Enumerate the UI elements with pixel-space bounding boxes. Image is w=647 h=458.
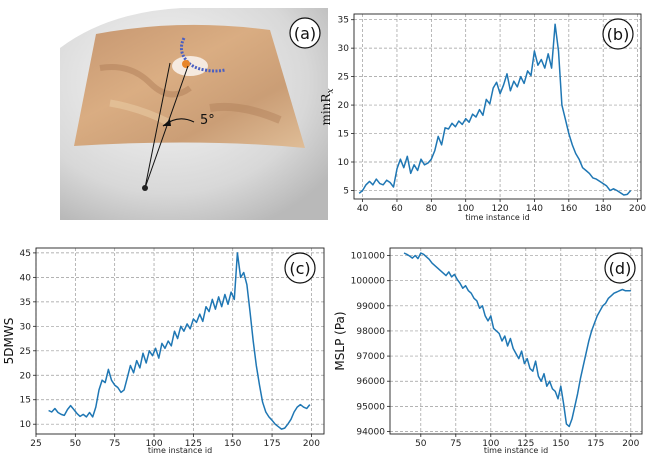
- chart-d-xtick-label: 100: [482, 439, 499, 449]
- chart-c-xtick-label: 150: [224, 439, 241, 449]
- chart-b-xtick-label: 120: [491, 204, 508, 214]
- chart-d-ytick-label: 97000: [356, 352, 385, 362]
- chart-c-ytick-label: 30: [20, 322, 32, 332]
- chart-c-frame: [35, 247, 325, 435]
- chart-b-ytick-label: 35: [338, 16, 349, 26]
- chart-d-xtick-label: 125: [517, 439, 534, 449]
- chart-b-ytick-label: 5: [343, 186, 349, 196]
- chart-b-ytick-label: 30: [338, 44, 350, 54]
- chart-d-xtick-label: 175: [587, 439, 604, 449]
- chart-b-ytick-label: 25: [338, 73, 349, 83]
- chart-d-ylabel: MSLP (Pa): [333, 311, 347, 370]
- chart-b-xtick-label: 60: [391, 204, 403, 214]
- chart-d-ytick-label: 95000: [356, 402, 385, 412]
- chart-b: 40 60 80 100 120 140 160 180 200 5 10 15 20 25 30 35 ti…: [319, 13, 646, 222]
- chart-b-xtick-label: 40: [357, 204, 369, 214]
- chart-c-ytick-label: 40: [20, 273, 32, 283]
- chart-c-ytick-label: 35: [20, 298, 31, 308]
- panel-c-tag: (c): [289, 259, 310, 278]
- chart-b-xtick-label: 80: [426, 204, 438, 214]
- chart-d-ytick-label: 98000: [356, 327, 385, 337]
- chart-c-xlabel: time instance id: [148, 446, 212, 454]
- panel-d-tag: (d): [609, 259, 632, 278]
- chart-d: 50 75 100 125 150 175 200 94000 95000 96000 97000 9…: [333, 247, 643, 455]
- chart-b-ytick-label: 10: [338, 158, 350, 168]
- chart-b-ytick-label: 20: [338, 101, 350, 111]
- chart-b-xtick-label: 140: [526, 204, 543, 214]
- panel-a: 5° (a): [60, 7, 328, 220]
- chart-c-xtick-label: 125: [185, 439, 202, 449]
- chart-c-xtick-label: 200: [303, 439, 320, 449]
- cyclone-cloud: [172, 56, 208, 76]
- chart-d-ytick-label: 100000: [351, 277, 386, 287]
- panel-c: 25 50 75 100 125 150 175 200 10 15 20 25 30 35 40 45 ti…: [0, 234, 330, 455]
- chart-c-xtick-label: 175: [263, 439, 280, 449]
- chart-b-xtick-label: 160: [560, 204, 577, 214]
- chart-b-series-line: [358, 23, 632, 196]
- chart-b-xtick-label: 180: [595, 204, 612, 214]
- chart-d-xlabel: time instance id: [484, 446, 548, 454]
- chart-b-ylabel: minRx: [319, 88, 336, 125]
- globe-illustration: 5° (a): [60, 7, 328, 220]
- chart-d-series-line: [403, 252, 631, 428]
- chart-d-xtick-label: 50: [415, 439, 427, 449]
- panel-c-badge: [284, 252, 316, 284]
- chart-c-xtick-label: 50: [70, 439, 82, 449]
- chart-d-frame: [389, 247, 643, 435]
- chart-d-ytick-label: 99000: [356, 302, 385, 312]
- angle-label: 5°: [200, 113, 215, 128]
- chart-d-ytick-label: 94000: [356, 427, 385, 437]
- panel-a-tag: (a): [294, 24, 316, 43]
- panel-b-tag: (b): [607, 25, 630, 44]
- chart-b-xtick-label: 200: [629, 204, 646, 214]
- panel-d-badge: [604, 252, 636, 284]
- chart-d-ytick-label: 96000: [356, 377, 385, 387]
- panel-d: 50 75 100 125 150 175 200 94000 95000 96000 97000 9…: [330, 234, 647, 455]
- chart-c-xtick-label: 25: [30, 439, 41, 449]
- globe-center-point: [142, 185, 148, 191]
- svg-text:minRx: minRx: [319, 88, 336, 125]
- panel-b-badge: [602, 18, 634, 50]
- cyclone-eye: [182, 60, 190, 68]
- chart-c-ytick-label: 15: [20, 396, 31, 406]
- chart-d-ytick-label: 101000: [351, 252, 386, 262]
- chart-b-xlabel: time instance id: [465, 213, 529, 222]
- chart-c-xtick-label: 100: [145, 439, 162, 449]
- chart-c-ytick-label: 45: [20, 249, 31, 259]
- chart-c-series-line: [48, 252, 311, 430]
- chart-c-ylabel: 5DMWS: [2, 318, 16, 365]
- chart-c-ytick-label: 10: [20, 420, 32, 430]
- panel-a-badge: [289, 17, 321, 49]
- chart-c-xtick-label: 75: [109, 439, 120, 449]
- chart-c: 25 50 75 100 125 150 175 200 10 15 20 25 30 35 40 45 ti…: [2, 247, 325, 455]
- panel-b: 40 60 80 100 120 140 160 180 200 5 10 15 20 25 30 35 ti…: [318, 0, 647, 226]
- chart-c-ytick-label: 20: [20, 371, 32, 381]
- chart-b-ytick-label: 15: [338, 130, 349, 140]
- cyclone-track: [179, 37, 226, 73]
- chart-b-frame: [353, 13, 642, 200]
- chart-b-xtick-label: 100: [457, 204, 474, 214]
- chart-d-xtick-label: 75: [450, 439, 461, 449]
- chart-c-ytick-label: 25: [20, 347, 31, 357]
- chart-d-xtick-label: 150: [552, 439, 569, 449]
- chart-d-xtick-label: 200: [622, 439, 639, 449]
- map-overlay: [74, 24, 305, 148]
